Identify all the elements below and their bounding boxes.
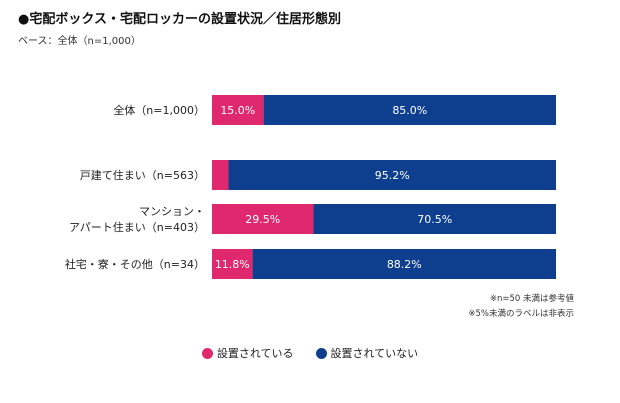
data-label-not-installed-3: 88.2% — [387, 258, 422, 271]
bar-installed-0 — [212, 95, 264, 125]
bar-installed-2 — [212, 204, 314, 234]
category-label-1: 戸建て住まい（n=563） — [80, 168, 205, 182]
bar-not-installed-1 — [228, 160, 556, 190]
data-label-not-installed-0: 85.0% — [392, 104, 427, 117]
bar-not-installed-0 — [263, 95, 556, 125]
legend-swatch-installed — [201, 347, 213, 359]
stacked-bar-chart: 全体（n=1,000） 15.0% 85.0% 戸建て住まい（n=563） 95.2% マ… — [65, 95, 557, 279]
category-label-3: 社宅・寮・その他（n=34） — [65, 257, 205, 271]
legend-label-not-installed: 設置されていない — [330, 347, 419, 360]
category-label-2-line-1: アパート住まい（n=403） — [69, 220, 205, 234]
category-label-2-line-0: マンション・ — [139, 205, 205, 218]
note-hidden-labels: ※5%未満のラベルは非表示 — [468, 309, 574, 319]
chart-legend: 設置されている 設置されていない — [0, 345, 620, 361]
data-label-installed-3: 11.8% — [215, 258, 250, 271]
note-reference-value: ※n=50 未満は参考値 — [489, 294, 574, 304]
bar-installed-1 — [212, 160, 229, 190]
legend-label-installed: 設置されている — [216, 347, 294, 360]
data-label-not-installed-1: 95.2% — [375, 169, 410, 182]
bar-not-installed-3 — [252, 249, 557, 279]
chart-title: ●宅配ボックス・宅配ロッカーの設置状況／住居形態別 — [18, 12, 341, 27]
bar-installed-3 — [212, 249, 253, 279]
legend-item-not-installed: 設置されていない — [315, 345, 419, 361]
data-label-installed-2: 29.5% — [245, 213, 280, 226]
legend-item-installed: 設置されている — [201, 345, 294, 361]
bar-not-installed-2 — [313, 204, 556, 234]
category-label-0: 全体（n=1,000） — [113, 103, 205, 117]
legend-swatch-not-installed — [315, 347, 327, 359]
chart-notes: ※n=50 未満は参考値 ※5%未満のラベルは非表示 — [468, 292, 574, 322]
data-label-not-installed-2: 70.5% — [417, 213, 452, 226]
data-label-installed-0: 15.0% — [220, 104, 255, 117]
chart-subtitle: ベース：全体（n=1,000） — [18, 36, 141, 47]
